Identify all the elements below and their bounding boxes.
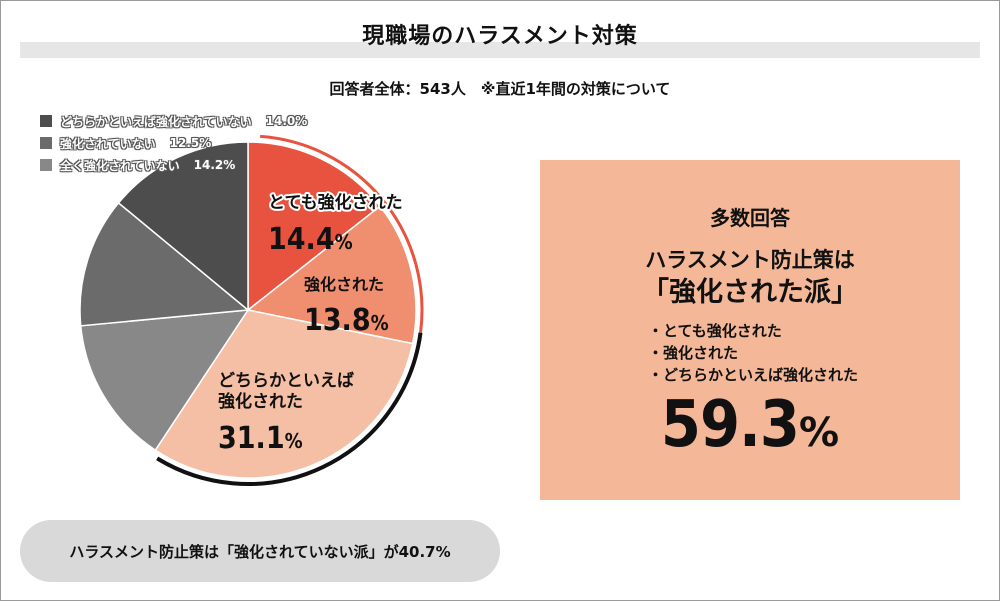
- legend-swatch: [40, 137, 52, 149]
- callout-total: 59.3%: [540, 388, 960, 462]
- legend-label: どちらかといえば強化されていない: [60, 114, 252, 129]
- callout-total-unit: %: [798, 410, 840, 456]
- chart-subtitle: 回答者全体：543人 ※直近1年間の対策について: [329, 80, 671, 98]
- legend-item: どちらかといえば強化されていない 14.0%: [40, 110, 307, 132]
- slice-value: 14.4%: [268, 222, 353, 257]
- legend-value: 14.2%: [193, 158, 236, 172]
- pie-slice: [246, 205, 417, 345]
- legend-value: 14.0%: [265, 114, 308, 128]
- legend-swatch: [40, 159, 52, 171]
- callout-line1: ハラスメント防止策は: [645, 248, 855, 272]
- legend-label: 強化されていない: [60, 136, 156, 151]
- summary-callout: 多数回答 ハラスメント防止策は 「強化された派」 ・とても強化された ・強化され…: [540, 160, 960, 500]
- legend: どちらかといえば強化されていない 14.0% 強化されていない 12.5% 全く…: [40, 110, 307, 176]
- slice-value: 13.8%: [304, 303, 389, 338]
- title-underline: [20, 42, 980, 58]
- pie-slice: [247, 141, 382, 312]
- slice-value: 31.1%: [218, 421, 303, 456]
- legend-item: 全く強化されていない 14.2%: [40, 154, 307, 176]
- pie-slice: [79, 201, 250, 327]
- slice-label: とても強化された: [268, 192, 403, 213]
- pie-slice: [79, 309, 250, 452]
- pie-slice: [117, 141, 249, 312]
- slice-label: 強化された: [304, 275, 384, 294]
- callout-line2: 「強化された派」: [642, 277, 858, 308]
- slice-label: どちらかといえば: [218, 371, 354, 391]
- callout-heading: 多数回答: [710, 206, 790, 230]
- legend-value: 12.5%: [169, 136, 212, 150]
- callout-list: ・とても強化された ・強化された ・どちらかといえば強化された: [648, 320, 858, 386]
- legend-item: 強化されていない 12.5%: [40, 132, 307, 154]
- callout-list-item: ・強化された: [648, 344, 739, 362]
- callout-total-value: 59.3: [660, 388, 800, 462]
- callout-list-item: ・とても強化された: [648, 322, 782, 340]
- positive-bracket-arc-outline: [156, 332, 423, 486]
- legend-swatch: [40, 115, 52, 127]
- legend-label: 全く強化されていない: [60, 158, 180, 173]
- negative-summary-note: ハラスメント防止策は「強化されていない派」が40.7%: [20, 520, 500, 582]
- positive-bracket-arc: [260, 134, 424, 333]
- callout-list-item: ・どちらかといえば強化された: [648, 366, 859, 384]
- slice-label: 強化された: [218, 391, 303, 412]
- pie-slice: [154, 309, 414, 479]
- chart-title: 現職場のハラスメント対策: [362, 24, 638, 49]
